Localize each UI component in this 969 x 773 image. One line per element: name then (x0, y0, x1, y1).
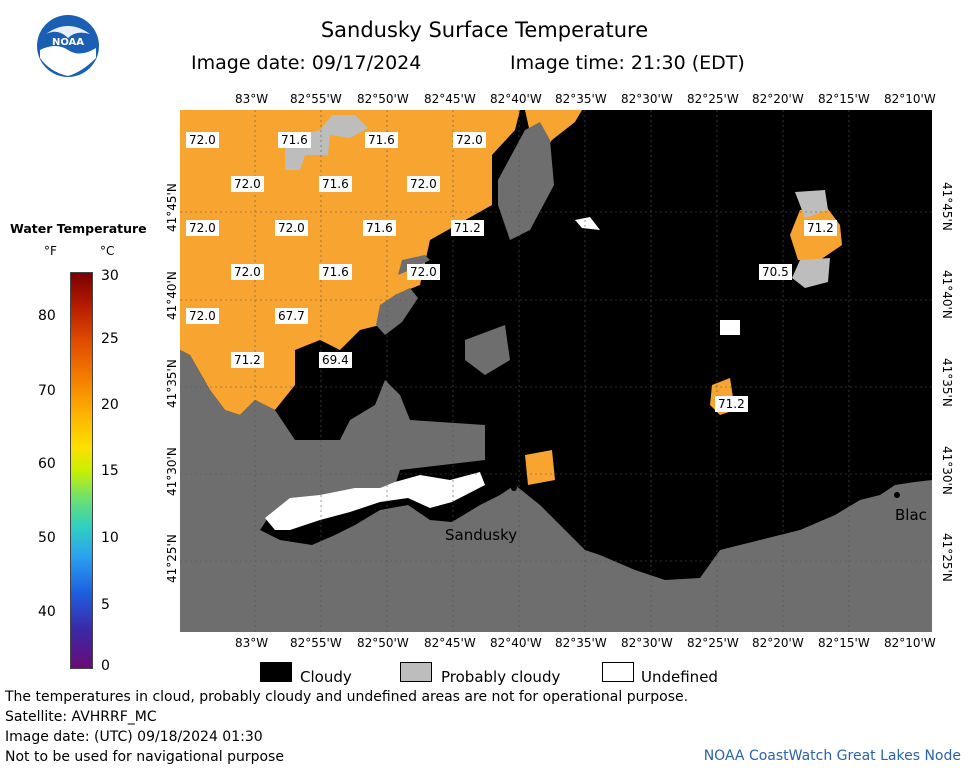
lon-label: 82°10'W (884, 92, 936, 106)
lon-label: 82°15'W (818, 92, 870, 106)
operational-note: The temperatures in cloud, probably clou… (5, 689, 689, 705)
f-tick: 50 (38, 530, 56, 546)
lat-label: 41°30'N (940, 446, 954, 495)
temp-label: 69.4 (319, 352, 352, 368)
lat-label: 41°40'N (940, 270, 954, 319)
temperature-map (180, 110, 932, 632)
lon-label: 83°W (235, 636, 269, 650)
blac-marker (894, 492, 900, 498)
temp-label: 71.6 (363, 220, 396, 236)
lon-label: 83°W (235, 92, 269, 106)
f-tick: 40 (38, 604, 56, 620)
temp-label: 71.2 (804, 220, 837, 236)
lat-label: 41°25'N (940, 533, 954, 582)
probably-cloudy-swatch (400, 662, 432, 682)
lon-label: 82°25'W (687, 92, 739, 106)
lat-label: 41°25'N (165, 534, 179, 583)
lon-label: 82°55'W (290, 636, 342, 650)
lon-label: 82°45'W (424, 636, 476, 650)
lon-label: 82°45'W (424, 92, 476, 106)
temp-label: 72.0 (453, 132, 486, 148)
credit-text: NOAA CoastWatch Great Lakes Node (703, 748, 961, 764)
temp-label: 72.0 (186, 308, 219, 324)
lon-label: 82°30'W (621, 92, 673, 106)
c-tick: 15 (101, 463, 119, 479)
unit-celsius: °C (100, 244, 115, 258)
unit-fahrenheit: °F (44, 244, 57, 258)
undefined-label: Undefined (641, 668, 718, 686)
temp-label: 71.6 (365, 132, 398, 148)
lon-label: 82°35'W (555, 636, 607, 650)
temp-label: 72.0 (231, 264, 264, 280)
temp-label: 72.0 (186, 132, 219, 148)
c-tick: 20 (101, 397, 119, 413)
probably-cloudy-label: Probably cloudy (441, 668, 561, 686)
temp-label: 71.6 (278, 132, 311, 148)
undefined-area (265, 472, 485, 530)
f-tick: 70 (38, 383, 56, 399)
temp-label: 71.6 (319, 264, 352, 280)
legend-title: Water Temperature (10, 221, 147, 236)
lon-label: 82°25'W (687, 636, 739, 650)
temp-label: 72.0 (231, 176, 264, 192)
lon-label: 82°40'W (490, 636, 542, 650)
c-tick: 5 (101, 597, 110, 613)
lon-label: 82°20'W (752, 92, 804, 106)
probably-cloudy-area (285, 115, 368, 170)
cloudy-swatch (260, 662, 292, 682)
land-area (180, 350, 932, 632)
place-label: Sandusky (445, 526, 518, 544)
temp-label: 67.7 (275, 308, 308, 324)
undefined-swatch (602, 662, 634, 682)
temp-label: 71.2 (451, 220, 484, 236)
utc-date: Image date: (UTC) 09/18/2024 01:30 (5, 729, 263, 745)
temp-label: 72.0 (275, 220, 308, 236)
lon-label: 82°50'W (357, 92, 409, 106)
map-title: Sandusky Surface Temperature (320, 18, 649, 42)
c-tick: 25 (101, 331, 119, 347)
temp-label: 72.0 (407, 264, 440, 280)
temp-label: 72.0 (186, 220, 219, 236)
lon-label: 82°35'W (555, 92, 607, 106)
lat-label: 41°35'N (165, 359, 179, 408)
temp-label: 72.0 (407, 176, 440, 192)
satellite-info: Satellite: AVHRRF_MC (5, 709, 157, 725)
lon-label: 82°20'W (752, 636, 804, 650)
temp-label: 71.2 (231, 352, 264, 368)
sandusky-marker (511, 485, 517, 491)
lat-label: 41°35'N (940, 358, 954, 407)
c-tick: 30 (101, 268, 119, 284)
lat-label: 41°45'N (165, 183, 179, 232)
lon-label: 82°10'W (884, 636, 936, 650)
cloudy-label: Cloudy (300, 668, 352, 686)
temp-label: 70.5 (759, 264, 792, 280)
image-time: Image time: 21:30 (EDT) (510, 52, 745, 74)
lat-label: 41°40'N (165, 271, 179, 320)
c-tick: 10 (101, 530, 119, 546)
lon-label: 82°50'W (357, 636, 409, 650)
logo-text: NOAA (52, 37, 84, 48)
temperature-colorbar (70, 272, 93, 669)
f-tick: 60 (38, 456, 56, 472)
lat-label: 41°30'N (165, 447, 179, 496)
temp-label: 71.6 (319, 176, 352, 192)
noaa-logo: NOAA (36, 14, 100, 78)
lat-label: 41°45'N (940, 182, 954, 231)
lon-label: 82°30'W (621, 636, 673, 650)
f-tick: 80 (38, 308, 56, 324)
temp-label: 71.2 (715, 396, 748, 412)
image-date: Image date: 09/17/2024 (191, 52, 422, 74)
lon-label: 82°15'W (818, 636, 870, 650)
navigation-warning: Not to be used for navigational purpose (5, 749, 284, 765)
lon-label: 82°40'W (490, 92, 542, 106)
place-label: Blac (895, 506, 927, 524)
lon-label: 82°55'W (290, 92, 342, 106)
c-tick: 0 (101, 658, 110, 674)
